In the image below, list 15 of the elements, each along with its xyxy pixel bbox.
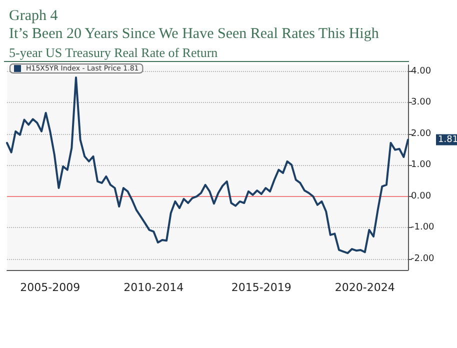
x-tick-label: 2020-2024 <box>334 281 395 294</box>
text: 1.81 <box>438 134 457 145</box>
y-tick-label: 2.00 <box>411 128 432 139</box>
y-tick-label: 1.00 <box>411 160 432 170</box>
x-tick-label: 2005-2009 <box>20 281 80 294</box>
x-tick-label: 2010-2014 <box>124 281 184 294</box>
line-series <box>6 76 409 254</box>
y-tick-label: 4.00 <box>411 66 432 76</box>
y-tick-label: -2.00 <box>411 254 435 264</box>
y-tick-label: 3.00 <box>411 98 432 108</box>
y-tick-label: -1.00 <box>411 222 435 233</box>
y-tick-label: 0.00 <box>411 191 432 202</box>
x-tick-label: 2015-2019 <box>231 281 292 294</box>
chart-title: Graph 4 It’s Been 20 Years Since We Have Seen Real Rates This High <box>9 8 380 42</box>
chart-subtitle: 5-year US Treasury Real Rate of Return <box>9 45 218 60</box>
